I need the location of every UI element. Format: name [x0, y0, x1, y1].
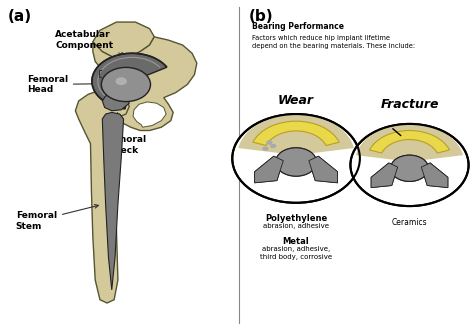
Text: (b): (b) — [249, 9, 273, 24]
Text: Shell: Shell — [105, 70, 122, 76]
Circle shape — [350, 124, 469, 206]
Text: Femoral
Neck: Femoral Neck — [105, 113, 146, 155]
Text: abrasion, adhesive: abrasion, adhesive — [263, 223, 329, 229]
Polygon shape — [371, 163, 398, 187]
Polygon shape — [75, 91, 129, 303]
Wedge shape — [370, 130, 449, 153]
Polygon shape — [309, 156, 337, 183]
Text: Factors which reduce hip implant lifetime
depend on the bearing materials. These: Factors which reduce hip implant lifetim… — [252, 35, 415, 49]
Polygon shape — [421, 163, 448, 187]
Polygon shape — [255, 156, 283, 183]
Text: Fracture: Fracture — [380, 98, 439, 111]
Circle shape — [116, 77, 127, 85]
Text: abrasion, adhesive,
third body, corrosive: abrasion, adhesive, third body, corrosiv… — [260, 247, 332, 260]
Wedge shape — [356, 124, 463, 162]
Circle shape — [262, 147, 269, 151]
Polygon shape — [255, 156, 283, 183]
Circle shape — [101, 67, 151, 102]
Circle shape — [276, 148, 317, 176]
Circle shape — [391, 155, 428, 182]
Circle shape — [232, 114, 360, 203]
Text: Femoral
Head: Femoral Head — [27, 75, 114, 94]
Text: Polyethylene: Polyethylene — [265, 214, 327, 223]
Text: Ceramics: Ceramics — [392, 217, 428, 227]
Circle shape — [266, 140, 273, 145]
Polygon shape — [93, 22, 155, 58]
Wedge shape — [92, 53, 167, 109]
Wedge shape — [237, 158, 356, 201]
Text: Liner: Liner — [105, 76, 122, 82]
Polygon shape — [421, 163, 448, 187]
Wedge shape — [238, 114, 354, 155]
Wedge shape — [354, 165, 465, 204]
Circle shape — [233, 115, 359, 202]
Text: (a): (a) — [8, 9, 32, 24]
Wedge shape — [253, 121, 339, 146]
Text: Metal: Metal — [283, 237, 310, 246]
Circle shape — [391, 155, 428, 182]
Polygon shape — [309, 156, 337, 183]
Text: Femoral
Stem: Femoral Stem — [16, 205, 99, 231]
Circle shape — [351, 125, 468, 205]
Polygon shape — [102, 93, 129, 111]
Text: Wear: Wear — [278, 94, 314, 108]
Circle shape — [276, 148, 317, 176]
Polygon shape — [93, 37, 197, 130]
Text: Acetabular
Component: Acetabular Component — [55, 30, 125, 56]
Polygon shape — [133, 102, 166, 127]
Polygon shape — [371, 163, 398, 187]
Text: Bearing Performance: Bearing Performance — [252, 22, 344, 31]
Circle shape — [270, 144, 276, 148]
Polygon shape — [102, 113, 124, 290]
